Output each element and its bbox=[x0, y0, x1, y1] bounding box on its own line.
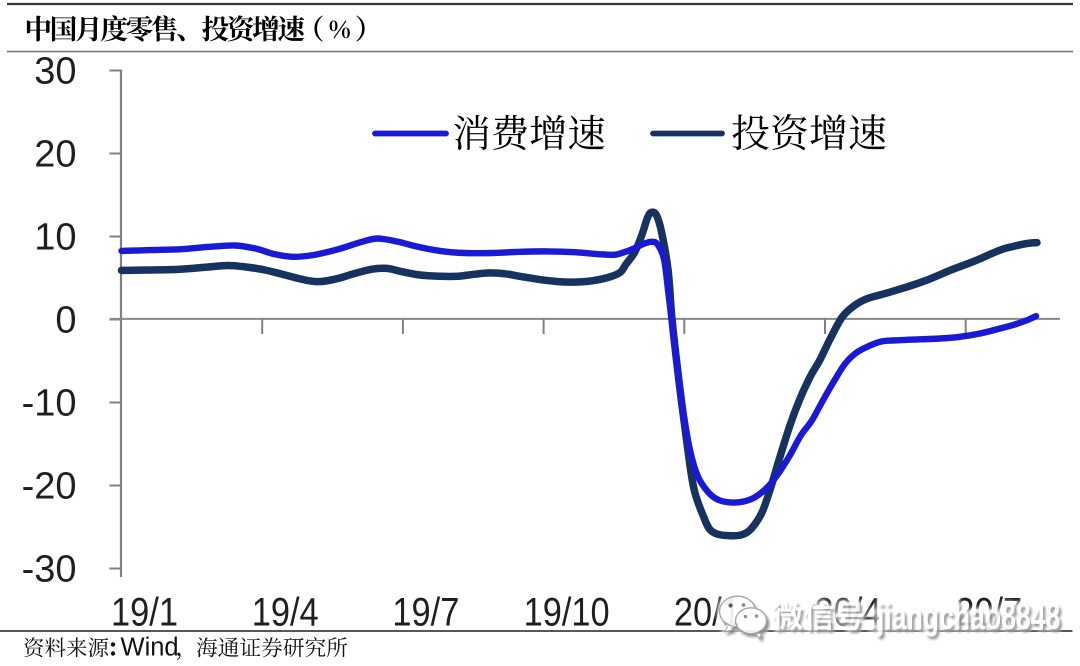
svg-text:20: 20 bbox=[34, 133, 76, 175]
svg-text:19/10: 19/10 bbox=[524, 589, 610, 634]
svg-text:20/7: 20/7 bbox=[955, 589, 1022, 634]
svg-text:19/4: 19/4 bbox=[252, 589, 319, 634]
svg-text:0: 0 bbox=[55, 299, 76, 341]
svg-text:30: 30 bbox=[34, 50, 76, 92]
svg-text::jiangchao8848: :jiangchao8848 bbox=[868, 596, 1060, 637]
svg-text:19/7: 19/7 bbox=[392, 589, 459, 634]
svg-text:-10: -10 bbox=[22, 382, 77, 424]
svg-text:Wind: Wind bbox=[121, 634, 179, 662]
svg-text:10: 10 bbox=[34, 216, 76, 258]
svg-text:-20: -20 bbox=[22, 465, 77, 507]
svg-text:19/1: 19/1 bbox=[111, 589, 178, 634]
svg-text:-30: -30 bbox=[22, 548, 77, 590]
